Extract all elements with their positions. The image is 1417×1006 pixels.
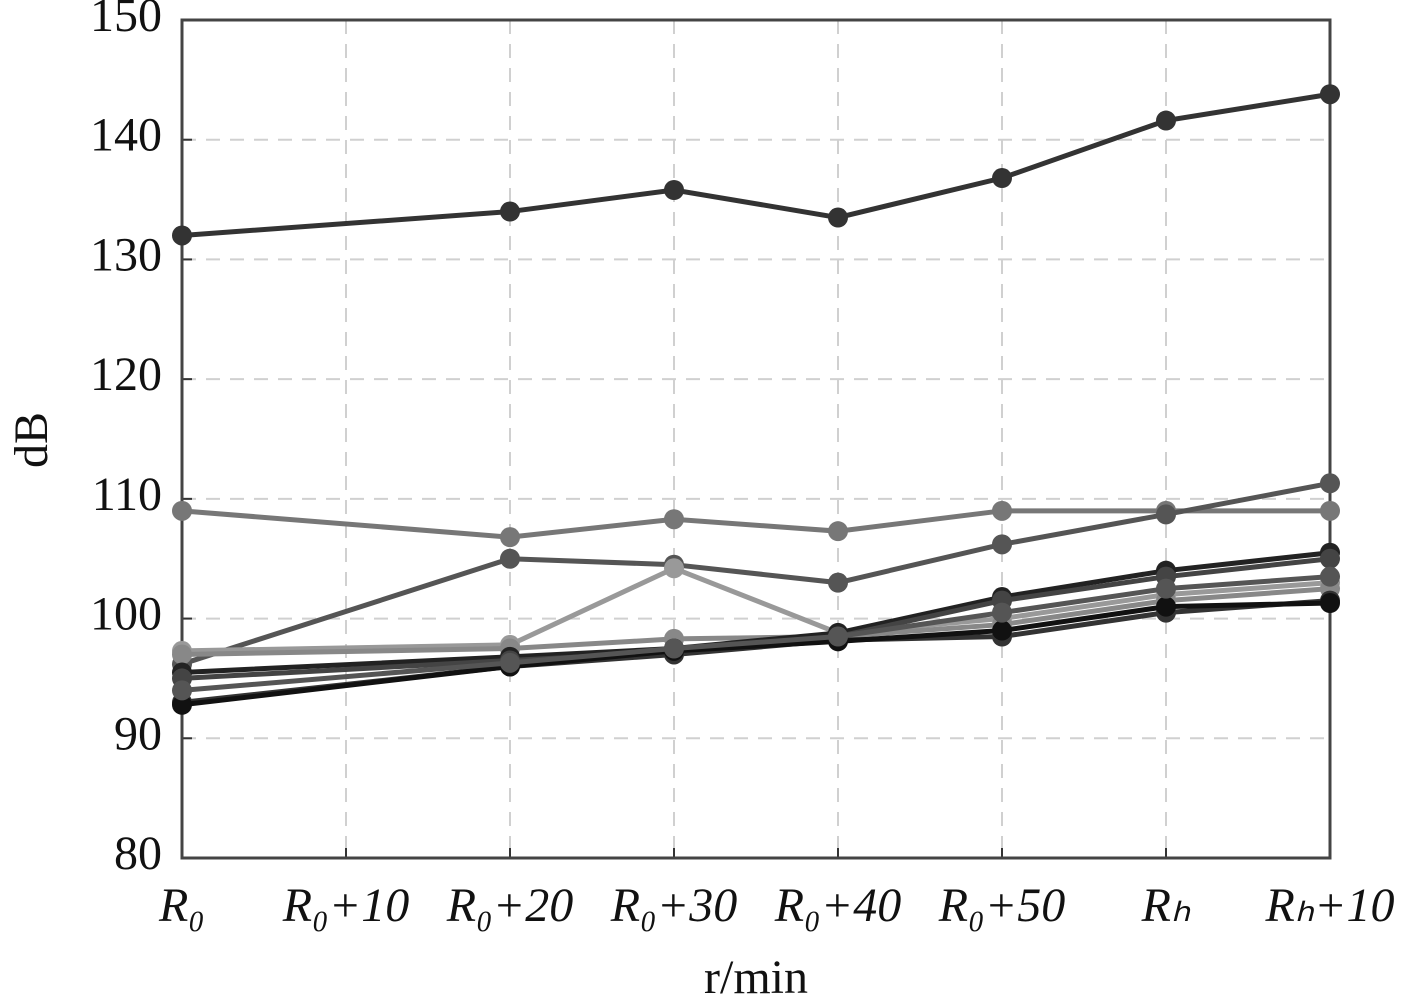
data-point: [664, 638, 684, 659]
data-point: [1156, 578, 1176, 599]
y-tick-label: 100: [90, 588, 162, 641]
data-point: [172, 680, 192, 701]
y-tick-label: 120: [90, 348, 162, 401]
y-tick-label: 110: [92, 468, 162, 521]
data-point: [992, 534, 1012, 555]
x-tick-label: Rₕ+10: [1264, 879, 1394, 932]
data-point: [1156, 110, 1176, 131]
x-axis-label: r/min: [704, 951, 808, 1004]
data-point: [1320, 500, 1340, 521]
data-point: [992, 500, 1012, 521]
data-point: [1320, 593, 1340, 614]
y-tick-label: 140: [90, 109, 162, 162]
data-point: [500, 548, 520, 569]
data-point: [828, 626, 848, 647]
data-point: [1156, 596, 1176, 617]
data-point: [1320, 84, 1340, 105]
data-point: [1320, 566, 1340, 587]
data-point: [172, 694, 192, 715]
y-axis-label: dB: [5, 412, 58, 468]
x-tick-label: R₀: [158, 879, 205, 932]
data-point: [828, 207, 848, 228]
x-tick-label: R₀+50: [938, 879, 1065, 932]
x-tick-label: R₀+20: [446, 879, 573, 932]
data-point: [172, 500, 192, 521]
data-point: [664, 509, 684, 530]
data-point: [992, 620, 1012, 641]
y-tick-label: 80: [114, 827, 162, 880]
data-point: [172, 644, 192, 665]
data-point: [172, 225, 192, 246]
data-point: [992, 168, 1012, 189]
series: [172, 84, 1340, 246]
y-tick-label: 90: [114, 707, 162, 760]
data-point: [1156, 504, 1176, 525]
y-tick-label: 130: [90, 228, 162, 281]
data-point: [828, 572, 848, 593]
data-point: [500, 652, 520, 673]
data-point: [664, 179, 684, 200]
data-point: [500, 527, 520, 548]
data-point: [500, 201, 520, 222]
series: [172, 566, 1340, 701]
data-point: [664, 558, 684, 579]
x-tick-label: Rₕ: [1141, 879, 1191, 932]
x-tick-label: R₀+40: [774, 879, 901, 932]
data-point: [992, 602, 1012, 623]
data-point: [1320, 548, 1340, 569]
data-point: [1320, 473, 1340, 494]
x-tick-label: R₀+30: [610, 879, 737, 932]
plot-frame: [180, 18, 1332, 860]
data-point: [828, 521, 848, 542]
x-tick-label: R₀+10: [282, 879, 409, 932]
y-tick-label: 150: [90, 0, 162, 42]
